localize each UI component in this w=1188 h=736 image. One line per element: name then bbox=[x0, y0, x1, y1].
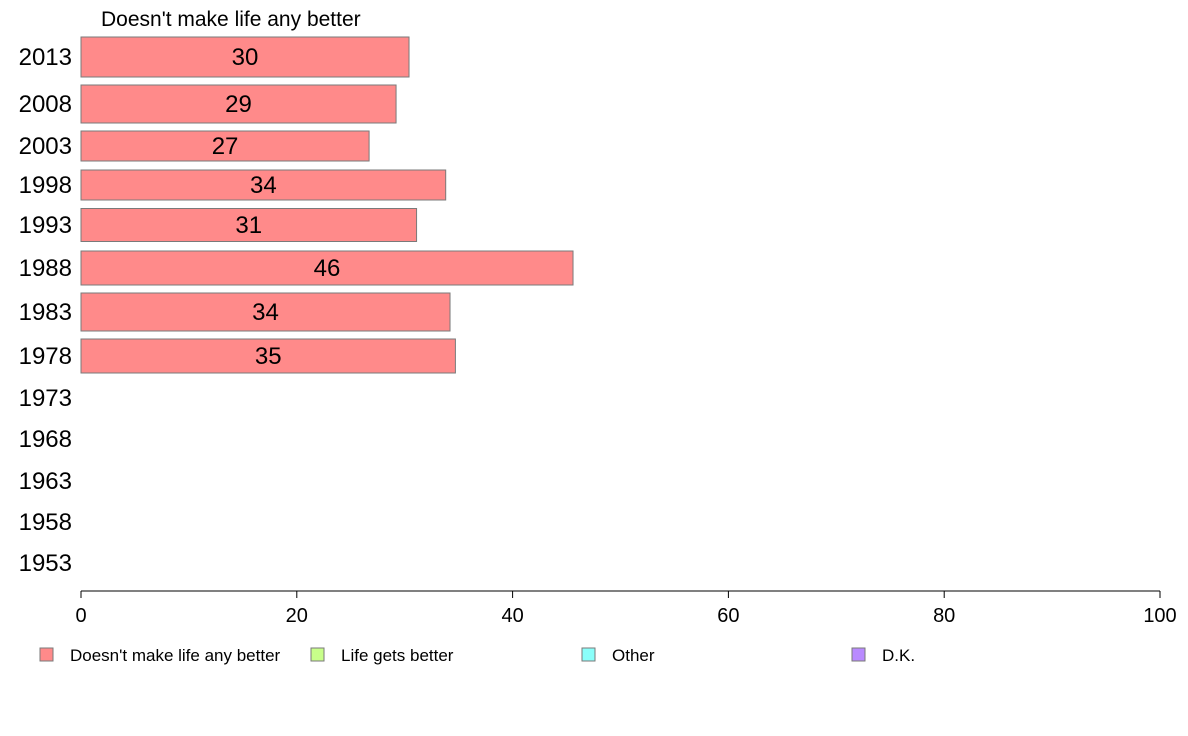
x-tick-label-60: 60 bbox=[717, 605, 739, 627]
data-label-2008: 29 bbox=[225, 91, 252, 118]
legend-label-2: Life gets better bbox=[341, 646, 454, 665]
category-label-1968: 1968 bbox=[19, 426, 72, 453]
data-label-1983: 34 bbox=[252, 299, 279, 326]
category-label-2003: 2003 bbox=[19, 133, 72, 160]
category-label-1993: 1993 bbox=[19, 212, 72, 239]
category-label-1988: 1988 bbox=[19, 255, 72, 282]
data-label-2013: 30 bbox=[232, 44, 259, 71]
legend-item-2: Life gets better bbox=[310, 646, 454, 665]
category-label-1953: 1953 bbox=[19, 550, 72, 577]
bar-1978 bbox=[80, 338, 456, 374]
x-tick-label-0: 0 bbox=[75, 605, 86, 627]
bar-1988 bbox=[80, 250, 574, 286]
chart-title: Doesn't make life any better bbox=[101, 8, 361, 31]
legend-label-4: D.K. bbox=[882, 646, 915, 665]
bar-1998 bbox=[80, 169, 447, 201]
legend-label-3: Other bbox=[612, 646, 655, 665]
category-label-1978: 1978 bbox=[19, 343, 72, 370]
bars-group: 30 29 27 34 31 46 34 35 bbox=[80, 36, 574, 374]
category-label-1983: 1983 bbox=[19, 299, 72, 326]
data-label-2003: 27 bbox=[212, 133, 239, 160]
data-label-1988: 46 bbox=[314, 255, 341, 282]
x-tick-label-20: 20 bbox=[286, 605, 308, 627]
category-label-2008: 2008 bbox=[19, 91, 72, 118]
legend-item-4: D.K. bbox=[851, 646, 915, 665]
x-tick-label-80: 80 bbox=[933, 605, 955, 627]
bar-2003 bbox=[80, 130, 370, 162]
category-labels: 2013 2008 2003 1998 1993 1988 1983 1978 1973 1968… bbox=[19, 44, 72, 577]
legend-swatch-1 bbox=[39, 647, 54, 662]
x-axis: 0 20 40 60 80 100 bbox=[75, 590, 1177, 627]
legend-item-1: Doesn't make life any better bbox=[39, 646, 281, 665]
category-label-2013: 2013 bbox=[19, 44, 72, 71]
category-label-1963: 1963 bbox=[19, 468, 72, 495]
legend: Doesn't make life any better Life gets be… bbox=[39, 646, 915, 665]
legend-swatch-3 bbox=[581, 647, 596, 662]
x-tick-label-40: 40 bbox=[501, 605, 523, 627]
legend-item-3: Other bbox=[581, 646, 655, 665]
legend-label-1: Doesn't make life any better bbox=[70, 646, 281, 665]
category-label-1973: 1973 bbox=[19, 385, 72, 412]
legend-swatch-4 bbox=[851, 647, 866, 662]
data-label-1978: 35 bbox=[255, 343, 282, 370]
bar-2013 bbox=[80, 36, 410, 78]
bar-2008 bbox=[80, 84, 397, 124]
bar-1993 bbox=[80, 208, 418, 242]
bar-1983 bbox=[80, 292, 451, 332]
category-label-1958: 1958 bbox=[19, 509, 72, 536]
data-label-1998: 34 bbox=[250, 172, 277, 199]
legend-swatch-2 bbox=[310, 647, 325, 662]
x-tick-label-100: 100 bbox=[1143, 605, 1176, 627]
data-label-1993: 31 bbox=[235, 212, 262, 239]
category-label-1998: 1998 bbox=[19, 172, 72, 199]
